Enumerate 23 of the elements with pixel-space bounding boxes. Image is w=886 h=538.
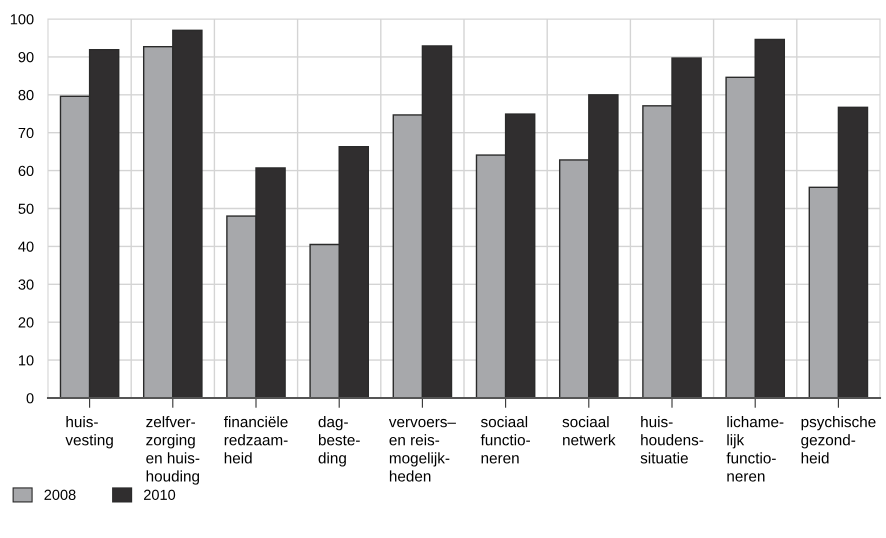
x-tick-label: huis- vesting (65, 416, 113, 448)
y-tick-label: 50 (18, 204, 34, 214)
y-tick-label: 30 (18, 279, 34, 290)
legend-label: 2008 (44, 490, 76, 500)
y-tick-label: 10 (19, 355, 34, 366)
y-tick-label: 100 (10, 14, 34, 24)
y-tick-label: 0 (26, 393, 34, 404)
x-tick-label: huis- houdens- situatie (640, 416, 704, 464)
x-tick-label: lichame- lijk functio- neren (726, 416, 784, 482)
x-tick-label: zelfver- zorging en huis- houding (146, 416, 200, 485)
x-tick-label: vervoers– en reis- mogelijk- heden (388, 418, 456, 482)
x-tick-label: sociaal functio- neren (480, 416, 530, 464)
x-tick-label: dag- beste- ding (318, 416, 360, 467)
y-tick-label: 70 (18, 128, 34, 138)
y-tick-label: 80 (18, 90, 34, 100)
y-tick-label: 20 (18, 317, 34, 328)
x-tick-label: financiële redzaam- heid (224, 416, 288, 464)
y-tick-label: 60 (18, 166, 34, 176)
y-tick-label: 40 (18, 242, 34, 252)
legend-label: 2010 (144, 490, 176, 500)
x-tick-label: psychische gezond- heid (801, 416, 876, 464)
x-tick-label: sociaal netwerk (562, 416, 616, 446)
y-tick-label: 90 (18, 52, 34, 62)
